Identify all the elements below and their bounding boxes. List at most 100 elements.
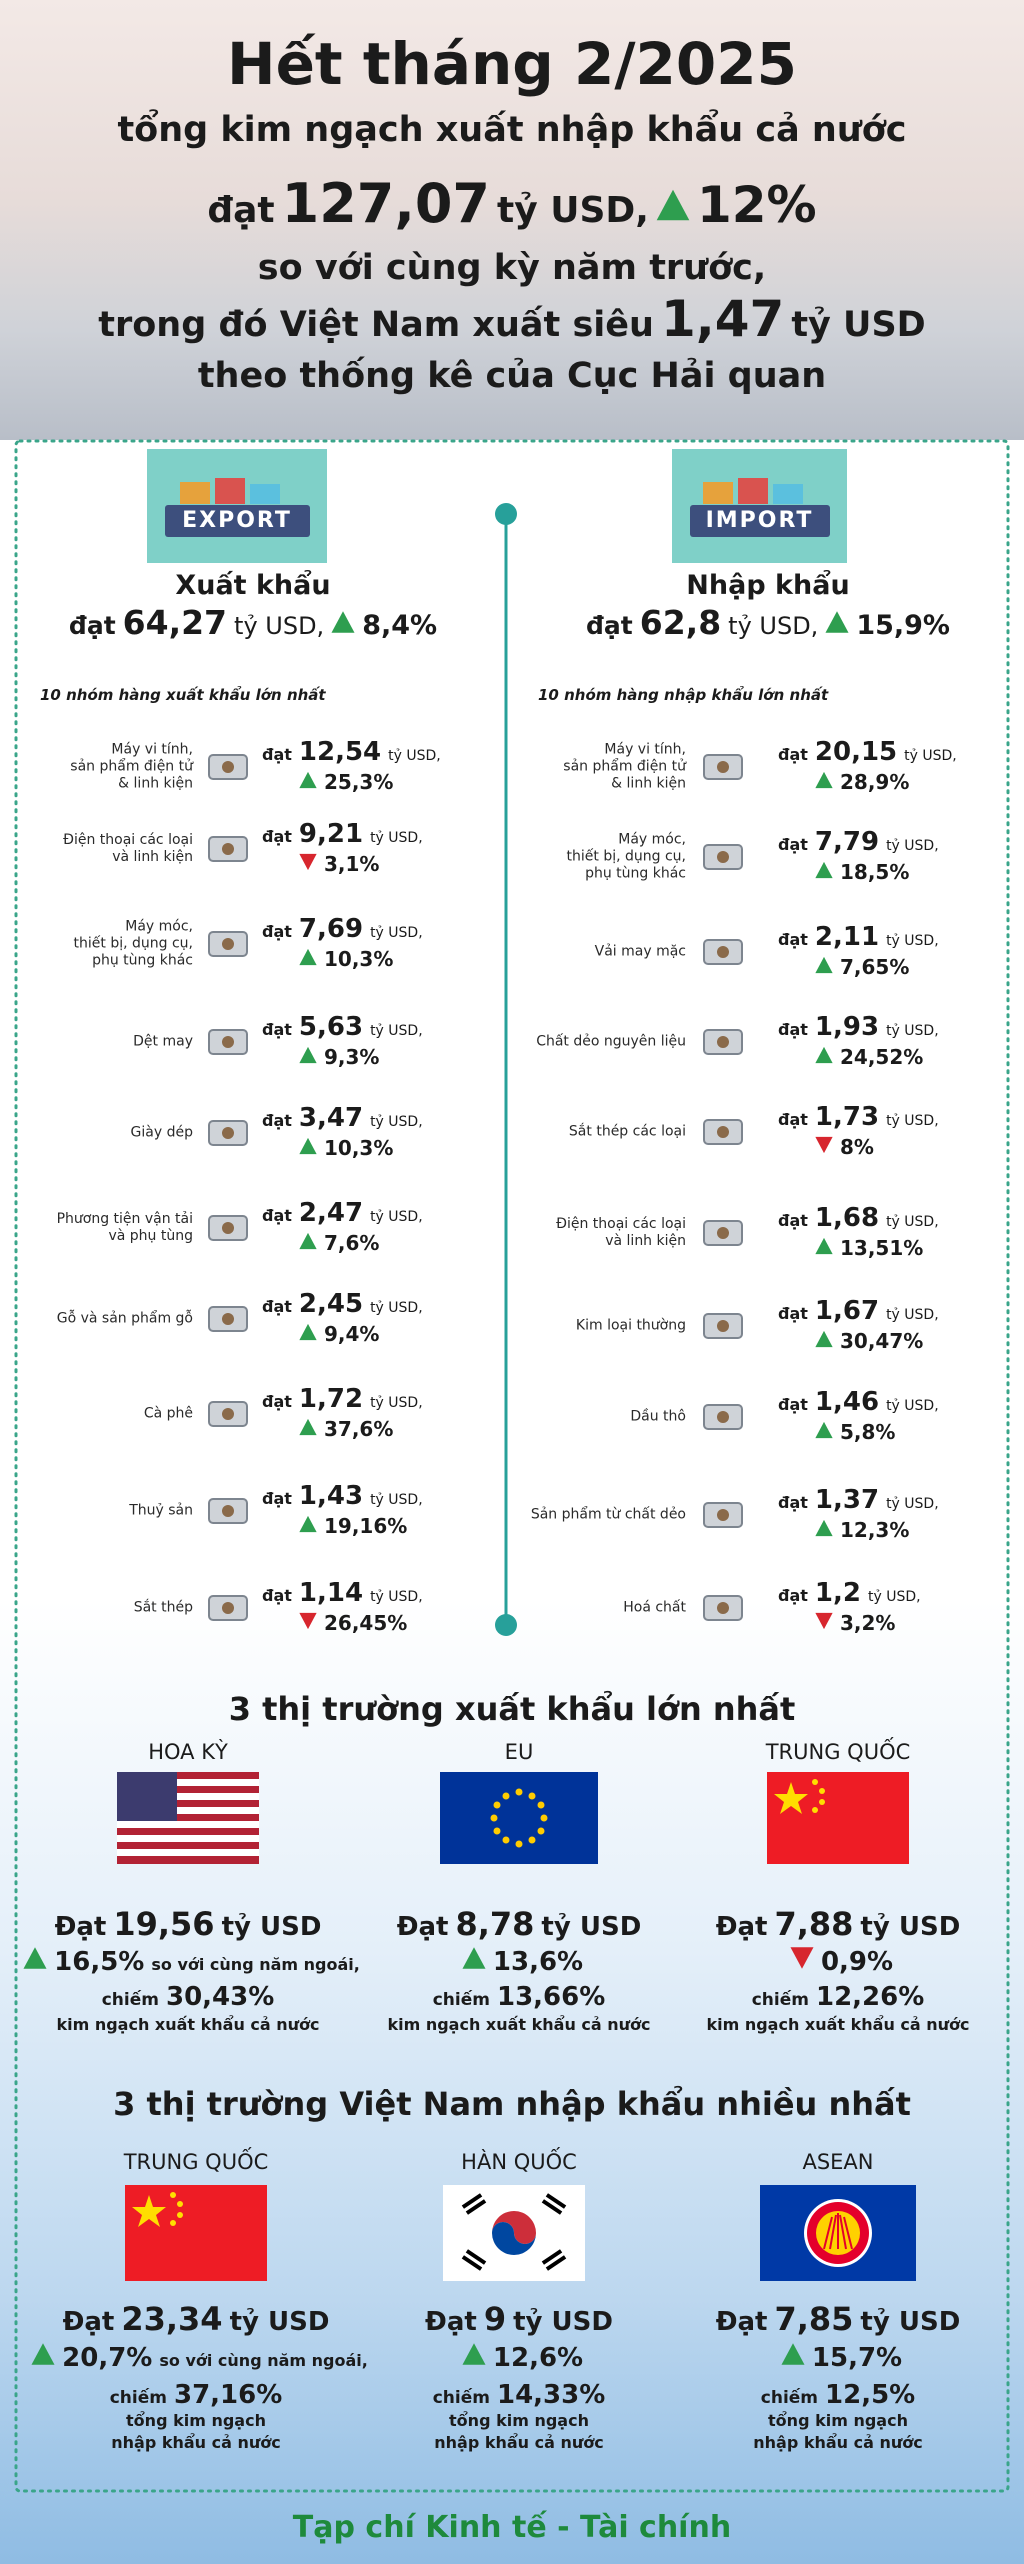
icon-shape xyxy=(717,1126,729,1138)
trend-arrow-shape xyxy=(781,2343,805,2365)
item-prefix: đạt xyxy=(262,1111,292,1130)
column-title: Nhập khẩu xyxy=(686,570,850,601)
trend-arrow xyxy=(790,1947,814,1969)
item-icon xyxy=(703,1595,743,1621)
item-icon xyxy=(703,754,743,780)
item-change: 3,1% xyxy=(292,852,472,876)
column-total: đạt 62,8 tỷ USD, 15,9% xyxy=(518,603,1018,642)
item-amount: 12,54 xyxy=(298,737,382,767)
dotted-frame xyxy=(14,439,1010,2493)
market-amount: 8,78 xyxy=(455,1905,535,1943)
item-value: đạt 1,37 tỷ USD, xyxy=(778,1485,998,1515)
market-share-value: 30,43% xyxy=(165,1982,275,2012)
trend-arrow xyxy=(299,948,317,966)
market-value: Đạt 7,88 tỷ USD xyxy=(678,1905,998,1943)
market-change-value: 16,5% xyxy=(54,1947,145,1977)
item-prefix: đạt xyxy=(262,1297,292,1316)
item-value: đạt 1,2 tỷ USD, xyxy=(778,1578,998,1608)
surplus-value: 1,47 xyxy=(660,290,785,348)
market-unit: tỷ USD xyxy=(229,2307,330,2337)
item-value: đạt 3,47 tỷ USD, xyxy=(262,1103,482,1133)
surplus-unit: tỷ USD xyxy=(791,305,926,345)
market-share-value: 12,26% xyxy=(815,1982,925,2012)
item-amount: 2,45 xyxy=(298,1289,364,1319)
market-share-value: 37,16% xyxy=(173,2380,283,2410)
item-prefix: đạt xyxy=(778,1493,808,1512)
trend-arrow xyxy=(23,1947,47,1969)
trend-arrow-shape xyxy=(815,771,833,789)
market-change-value: 0,9% xyxy=(820,1947,894,1977)
market-change-value: 20,7% xyxy=(62,2343,153,2373)
item-change: 18,5% xyxy=(808,860,988,884)
item-prefix: đạt xyxy=(262,827,292,846)
market-prefix: Đạt xyxy=(54,1912,107,1942)
total-value: 127,07 xyxy=(281,172,491,235)
trend-arrow-shape xyxy=(815,1519,833,1537)
total-prefix: đạt xyxy=(207,190,275,231)
item-amount: 2,47 xyxy=(298,1198,364,1228)
market-prefix: Đạt xyxy=(396,1912,449,1942)
item-amount: 1,72 xyxy=(298,1384,364,1414)
item-change: 25,3% xyxy=(292,770,472,794)
container xyxy=(250,484,280,504)
market-name: EU xyxy=(504,1740,534,1764)
illustration-label: EXPORT xyxy=(182,508,292,533)
market-prefix: Đạt xyxy=(62,2307,115,2337)
flag-korea xyxy=(443,2185,585,2281)
item-label: Giày dép xyxy=(130,1124,193,1141)
item-amount: 1,43 xyxy=(298,1481,364,1511)
item-prefix: đạt xyxy=(262,1206,292,1225)
item-prefix: đạt xyxy=(778,745,808,764)
trend-arrow-shape xyxy=(815,861,833,879)
ship xyxy=(165,505,310,537)
trend-arrow-shape xyxy=(299,853,317,871)
item-change-value: 7,6% xyxy=(324,1231,380,1255)
ship xyxy=(690,505,830,537)
trend-arrow-shape xyxy=(299,771,317,789)
market-change: 13,6% xyxy=(329,1946,709,1977)
item-change: 7,6% xyxy=(292,1231,472,1255)
market-share: chiếm 13,66% xyxy=(359,1982,679,2012)
title: Hết tháng 2/2025 xyxy=(227,30,797,98)
item-change: 30,47% xyxy=(808,1329,988,1353)
item-icon xyxy=(703,939,743,965)
item-amount: 1,67 xyxy=(814,1296,880,1326)
item-change-value: 10,3% xyxy=(324,947,394,971)
flag-china xyxy=(125,2185,267,2281)
section-title: 3 thị trường Việt Nam nhập khẩu nhiều nh… xyxy=(113,2085,911,2123)
item-label: Sắt thép các loại xyxy=(568,1123,686,1140)
item-change-value: 13,51% xyxy=(840,1236,924,1260)
item-label: Điện thoại các loại và linh kiện xyxy=(63,832,193,865)
total-value: 62,8 xyxy=(639,603,722,642)
container xyxy=(180,482,210,504)
icon-shape xyxy=(717,1320,729,1332)
item-prefix: đạt xyxy=(778,835,808,854)
market-share-prefix: chiếm xyxy=(432,1990,490,2010)
market-share-value: 12,5% xyxy=(825,2380,916,2410)
list-title: 10 nhóm hàng nhập khẩu lớn nhất xyxy=(538,686,829,704)
item-unit: tỷ USD, xyxy=(886,838,939,854)
trend-arrow xyxy=(815,771,833,789)
trend-arrow xyxy=(656,189,690,221)
item-change-value: 3,2% xyxy=(840,1611,896,1635)
item-change: 3,2% xyxy=(808,1611,988,1635)
item-change: 19,16% xyxy=(292,1514,472,1538)
illustration-label: IMPORT xyxy=(705,508,814,533)
item-prefix: đạt xyxy=(262,1586,292,1605)
item-label: Gỗ và sản phẩm gỗ xyxy=(56,1310,193,1327)
market-share-note: tổng kim ngạch nhập khẩu cả nước xyxy=(753,2411,923,2452)
item-prefix: đạt xyxy=(262,1020,292,1039)
item-prefix: đạt xyxy=(262,922,292,941)
surplus-line: trong đó Việt Nam xuất siêu 1,47 tỷ USD xyxy=(0,290,1024,348)
item-amount: 3,47 xyxy=(298,1103,364,1133)
icon-shape xyxy=(717,1509,729,1521)
item-amount: 1,93 xyxy=(814,1012,880,1042)
market-share-value: 13,66% xyxy=(496,1982,606,2012)
market-change-note: so với cùng năm ngoái, xyxy=(151,1955,360,1974)
trend-arrow-shape xyxy=(299,1232,317,1250)
trend-arrow-shape xyxy=(462,1947,486,1969)
trend-arrow-shape xyxy=(656,189,690,221)
item-value: đạt 12,54 tỷ USD, xyxy=(262,737,482,767)
icon-shape xyxy=(222,1602,234,1614)
market-change-note: so với cùng năm ngoái, xyxy=(159,2351,368,2370)
